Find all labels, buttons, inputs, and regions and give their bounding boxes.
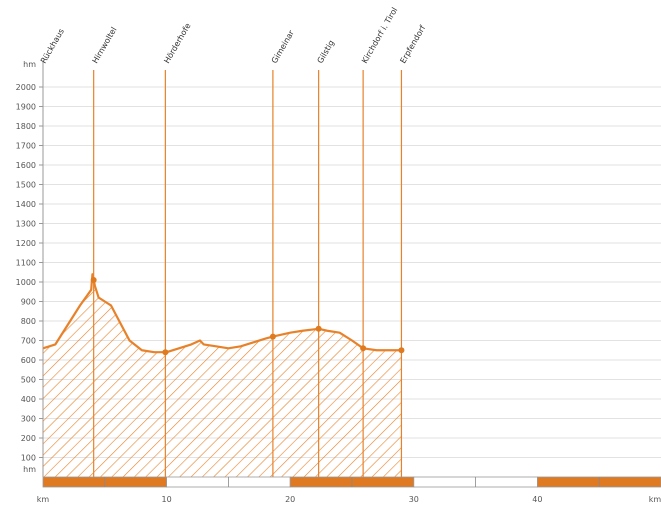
waypoint-label: Kirchdorf i. Tirol <box>360 6 399 65</box>
x-tick-label: 40 <box>532 495 542 504</box>
y-tick-label: 500 <box>21 376 36 385</box>
y-top-unit: hm <box>23 60 36 69</box>
elevation-fill <box>43 274 402 477</box>
waypoint-marker <box>315 325 322 332</box>
x-tick-label: 30 <box>409 495 419 504</box>
y-tick-label: 2000 <box>16 83 36 92</box>
y-tick-label: 1400 <box>16 200 36 209</box>
waypoint-marker <box>162 349 169 356</box>
x-end-unit: km <box>649 495 661 504</box>
waypoint-label: Rückhaus <box>39 27 66 65</box>
waypoint-marker <box>360 345 367 352</box>
y-bottom-unit: hm <box>23 465 36 474</box>
y-tick-label: 200 <box>21 434 36 443</box>
y-tick-label: 400 <box>21 395 36 404</box>
y-tick-label: 1000 <box>16 278 36 287</box>
distance-bar <box>42 476 661 488</box>
y-tick-label: 1500 <box>16 181 36 190</box>
x-axis: km 10 20 30 40 km <box>37 495 661 504</box>
waypoint-marker <box>90 277 97 284</box>
y-tick-label: 1200 <box>16 239 36 248</box>
waypoint-marker <box>269 333 276 340</box>
y-tick-label: 900 <box>21 298 36 307</box>
y-tick-label: 1700 <box>16 142 36 151</box>
y-tick-label: 800 <box>21 317 36 326</box>
y-axis: 100 200 300 400 500 600 700 800 900 1000 1100 1200 1… <box>16 60 44 477</box>
y-tick-label: 1100 <box>16 259 36 268</box>
x-start-unit: km <box>37 495 50 504</box>
waypoint-label: Erpfendorf <box>398 24 427 65</box>
y-tick-label: 300 <box>21 415 36 424</box>
y-tick-label: 700 <box>21 337 36 346</box>
x-tick-label: 20 <box>285 495 295 504</box>
y-tick-label: 600 <box>21 356 36 365</box>
waypoint-label: Gilstig <box>316 39 336 65</box>
waypoint-marker <box>398 347 405 354</box>
waypoint-label: Hörderhofe <box>162 22 192 65</box>
waypoint-label: Hirnwoltel <box>91 26 119 65</box>
y-tick-label: 1600 <box>16 161 36 170</box>
y-tick-label: 1900 <box>16 103 36 112</box>
y-tick-label: 100 <box>21 454 36 463</box>
elevation-area <box>42 273 402 477</box>
y-tick-label: 1800 <box>16 122 36 131</box>
y-tick-label: 1300 <box>16 220 36 229</box>
waypoint-label: Gimeinar <box>270 28 296 65</box>
x-tick-label: 10 <box>162 495 172 504</box>
